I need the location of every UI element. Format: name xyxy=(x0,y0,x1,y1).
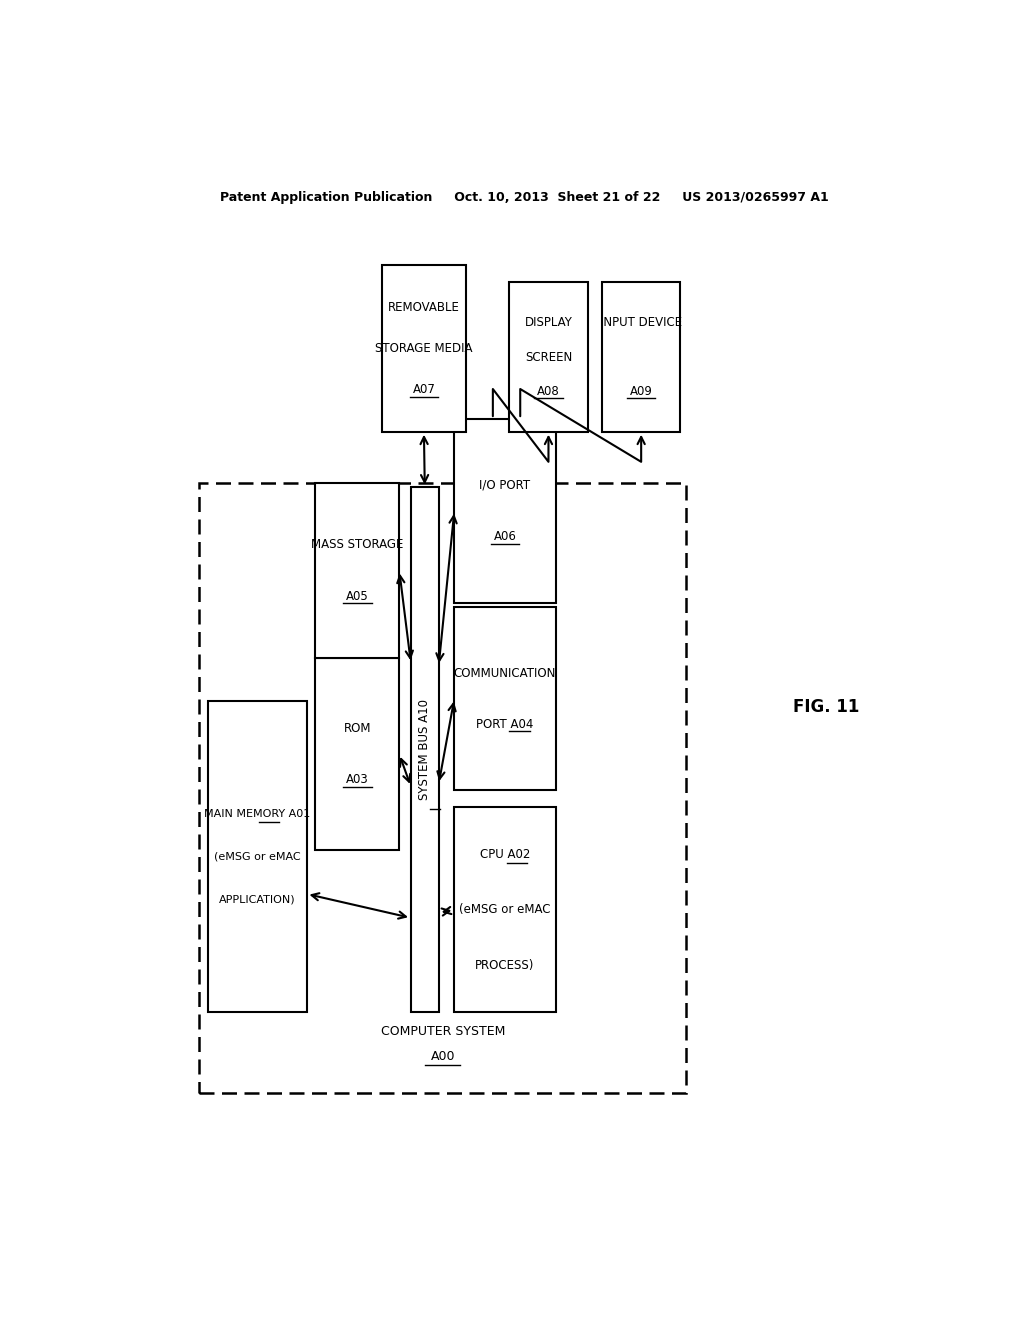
Text: Patent Application Publication     Oct. 10, 2013  Sheet 21 of 22     US 2013/026: Patent Application Publication Oct. 10, … xyxy=(220,190,829,203)
Bar xyxy=(455,607,556,791)
Text: (eMSG or eMAC: (eMSG or eMAC xyxy=(460,903,551,916)
Bar xyxy=(602,282,680,432)
Bar xyxy=(200,483,686,1093)
Text: CPU A02: CPU A02 xyxy=(480,847,530,861)
Text: DISPLAY: DISPLAY xyxy=(524,317,572,330)
Text: A09: A09 xyxy=(630,384,652,397)
Text: PROCESS): PROCESS) xyxy=(475,958,535,972)
Bar xyxy=(315,659,399,850)
Text: SCREEN: SCREEN xyxy=(525,351,572,363)
Text: A03: A03 xyxy=(346,774,369,787)
Text: COMMUNICATION: COMMUNICATION xyxy=(454,667,556,680)
Text: SYSTEM BUS A10: SYSTEM BUS A10 xyxy=(418,700,431,800)
Text: REMOVABLE: REMOVABLE xyxy=(388,301,460,314)
Text: (eMSG or eMAC: (eMSG or eMAC xyxy=(214,851,301,862)
Text: A06: A06 xyxy=(494,529,516,543)
Text: APPLICATION): APPLICATION) xyxy=(219,894,296,904)
Text: A07: A07 xyxy=(413,383,435,396)
Text: MASS STORAGE: MASS STORAGE xyxy=(311,539,403,552)
Text: FIG. 11: FIG. 11 xyxy=(794,698,859,717)
Bar xyxy=(208,701,306,1012)
Text: A05: A05 xyxy=(346,590,369,603)
Text: INPUT DEVICE: INPUT DEVICE xyxy=(600,317,682,330)
Text: A00: A00 xyxy=(430,1051,455,1064)
Bar xyxy=(382,265,466,432)
Bar xyxy=(509,282,588,432)
Bar xyxy=(455,808,556,1012)
Text: MAIN MEMORY A01: MAIN MEMORY A01 xyxy=(204,809,310,818)
Text: I/O PORT: I/O PORT xyxy=(479,479,530,491)
Bar xyxy=(411,487,438,1012)
Text: STORAGE MEDIA: STORAGE MEDIA xyxy=(375,342,473,355)
Text: ROM: ROM xyxy=(343,722,371,735)
Text: COMPUTER SYSTEM: COMPUTER SYSTEM xyxy=(381,1024,505,1038)
Bar xyxy=(315,483,399,659)
Bar xyxy=(455,418,556,602)
Text: PORT A04: PORT A04 xyxy=(476,718,534,731)
Text: A08: A08 xyxy=(538,384,560,397)
